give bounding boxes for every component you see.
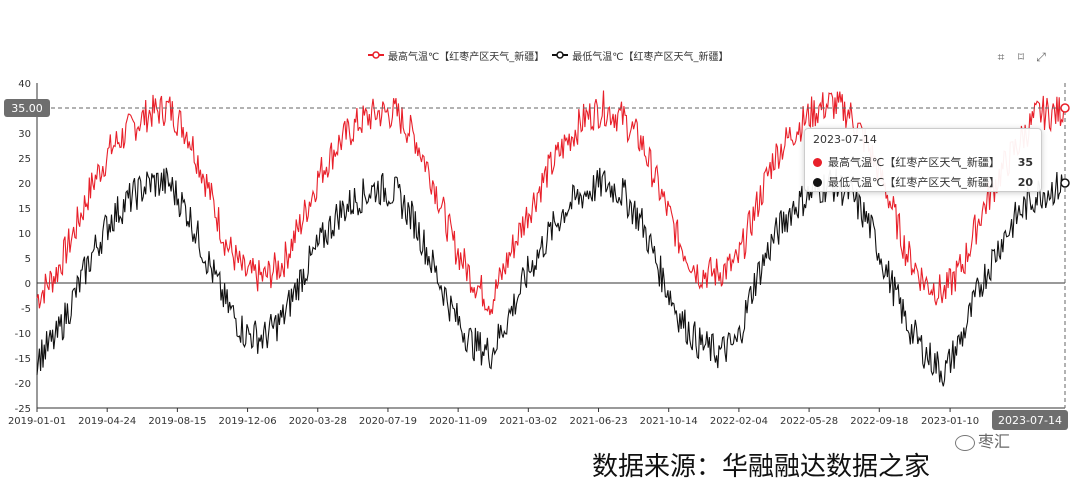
legend: 最高气温℃【红枣产区天气_新疆】 最低气温℃【红枣产区天气_新疆】 [368, 46, 736, 64]
x-tick-label: 2022-09-18 [850, 416, 908, 427]
legend-item-high[interactable]: 最高气温℃【红枣产区天气_新疆】 [368, 48, 544, 63]
y-tick-label: -5 [21, 304, 31, 315]
tooltip-value-low: 20 [1017, 175, 1033, 189]
tooltip: 2023-07-14 最高气温℃【红枣产区天气_新疆】 35 最低气温℃【红枣产… [804, 128, 1042, 192]
x-tick-label: 2022-02-04 [710, 416, 768, 427]
y-tick-label: 5 [25, 254, 31, 265]
tooltip-row-high: 最高气温℃【红枣产区天气_新疆】 35 [813, 152, 1033, 172]
x-tick-label: 2019-01-01 [8, 416, 66, 427]
zoom-icon[interactable]: ⌗ [997, 50, 1005, 64]
x-tick-label: 2023-01-10 [921, 416, 979, 427]
x-tick-label: 2021-10-14 [640, 416, 698, 427]
y-tick-label: 20 [18, 179, 31, 190]
x-tick-label: 2020-11-09 [429, 416, 487, 427]
axis-pointer-y-label-bg [4, 99, 50, 117]
y-tick-label: 25 [18, 154, 31, 165]
zoom-reset-icon[interactable]: ⌑ [1017, 50, 1025, 64]
legend-label-high: 最高气温℃【红枣产区天气_新疆】 [388, 51, 545, 63]
legend-swatch-low [552, 51, 569, 59]
legend-label-low: 最低气温℃【红枣产区天气_新疆】 [572, 51, 729, 63]
x-tick-label: 2020-07-19 [359, 416, 417, 427]
source-text: 数据来源：华融融达数据之家 [592, 452, 931, 482]
y-tick-label: 0 [25, 279, 31, 290]
x-tick-label: 2019-08-15 [148, 416, 206, 427]
restore-icon[interactable]: ⤢ [1036, 50, 1046, 64]
tooltip-name-low: 最低气温℃【红枣产区天气_新疆】 [828, 176, 1000, 189]
x-tick-label: 2019-04-24 [78, 416, 136, 427]
y-tick-label: 15 [18, 204, 31, 215]
x-tick-label: 2022-05-28 [780, 416, 838, 427]
x-tick-label: 2020-03-28 [289, 416, 347, 427]
tooltip-value-high: 35 [1017, 155, 1033, 169]
axis-pointer-x-label-bg [992, 410, 1068, 430]
tooltip-dot-high [813, 157, 822, 167]
axis-pointer-y-label: 35.00 [11, 102, 43, 115]
series-end-marker-low [1060, 178, 1070, 188]
y-tick-label: -15 [15, 354, 31, 365]
toolbox: ⌗ ⌑ ⤢ [994, 50, 1054, 64]
y-tick-label: -10 [15, 329, 31, 340]
series-line-high [36, 90, 1066, 316]
watermark-text: 枣汇 [978, 432, 1011, 451]
legend-item-low[interactable]: 最低气温℃【红枣产区天气_新疆】 [552, 48, 728, 63]
tooltip-row-low: 最低气温℃【红枣产区天气_新疆】 20 [813, 172, 1033, 192]
axis-pointer-x-label: 2023-07-14 [998, 414, 1062, 427]
series-line-low [36, 167, 1066, 387]
wechat-icon [955, 434, 975, 451]
series-end-marker-high [1060, 103, 1070, 113]
x-tick-label: 2019-12-06 [219, 416, 277, 427]
tooltip-dot-low [813, 177, 822, 187]
y-tick-label: 30 [18, 129, 31, 140]
legend-swatch-high [368, 51, 384, 59]
y-tick-label: -20 [15, 379, 31, 390]
x-tick-label: 2021-06-23 [569, 416, 627, 427]
watermark: 枣汇 [955, 428, 1010, 452]
tooltip-date: 2023-07-14 [813, 133, 877, 146]
y-tick-label: -25 [15, 404, 31, 415]
y-tick-label: 40 [18, 79, 31, 90]
y-tick-label: 10 [18, 229, 31, 240]
x-tick-label: 2021-03-02 [499, 416, 557, 427]
tooltip-name-high: 最高气温℃【红枣产区天气_新疆】 [828, 156, 1000, 169]
